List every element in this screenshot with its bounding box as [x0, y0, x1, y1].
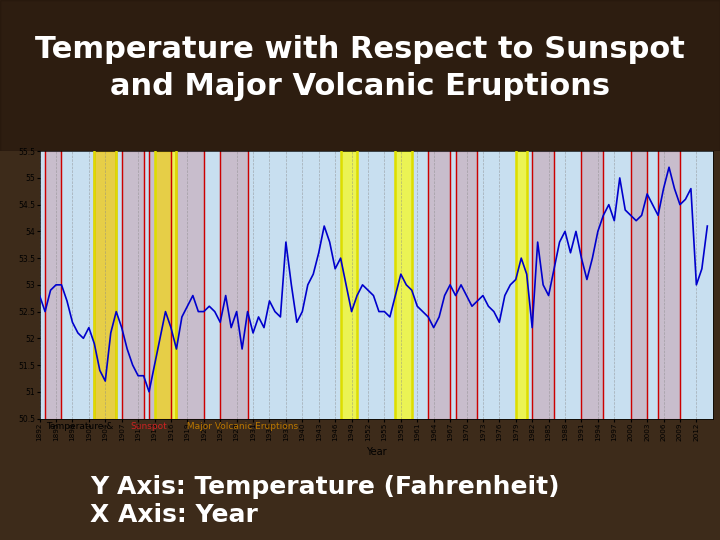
- Bar: [220, 151, 248, 418]
- Bar: [582, 151, 603, 418]
- Bar: [516, 151, 527, 418]
- Bar: [155, 151, 176, 418]
- Text: Y Axis: Temperature (Fahrenheit)
X Axis: Year: Y Axis: Temperature (Fahrenheit) X Axis:…: [90, 475, 559, 526]
- Bar: [631, 151, 647, 418]
- X-axis label: Year: Year: [366, 447, 387, 457]
- Text: Major Volcanic Eruptions: Major Volcanic Eruptions: [184, 422, 299, 430]
- Text: Sunspot: Sunspot: [130, 422, 167, 430]
- Bar: [45, 151, 61, 418]
- Bar: [94, 151, 116, 418]
- Text: Temperature &: Temperature &: [46, 422, 117, 430]
- Bar: [428, 151, 450, 418]
- Bar: [122, 151, 143, 418]
- Bar: [532, 151, 554, 418]
- Bar: [94, 151, 116, 418]
- Bar: [395, 151, 412, 418]
- Bar: [341, 151, 357, 418]
- Bar: [149, 151, 171, 418]
- Text: Temperature with Respect to Sunspot
and Major Volcanic Eruptions: Temperature with Respect to Sunspot and …: [35, 35, 685, 101]
- Bar: [658, 151, 680, 418]
- Bar: [176, 151, 204, 418]
- Bar: [456, 151, 477, 418]
